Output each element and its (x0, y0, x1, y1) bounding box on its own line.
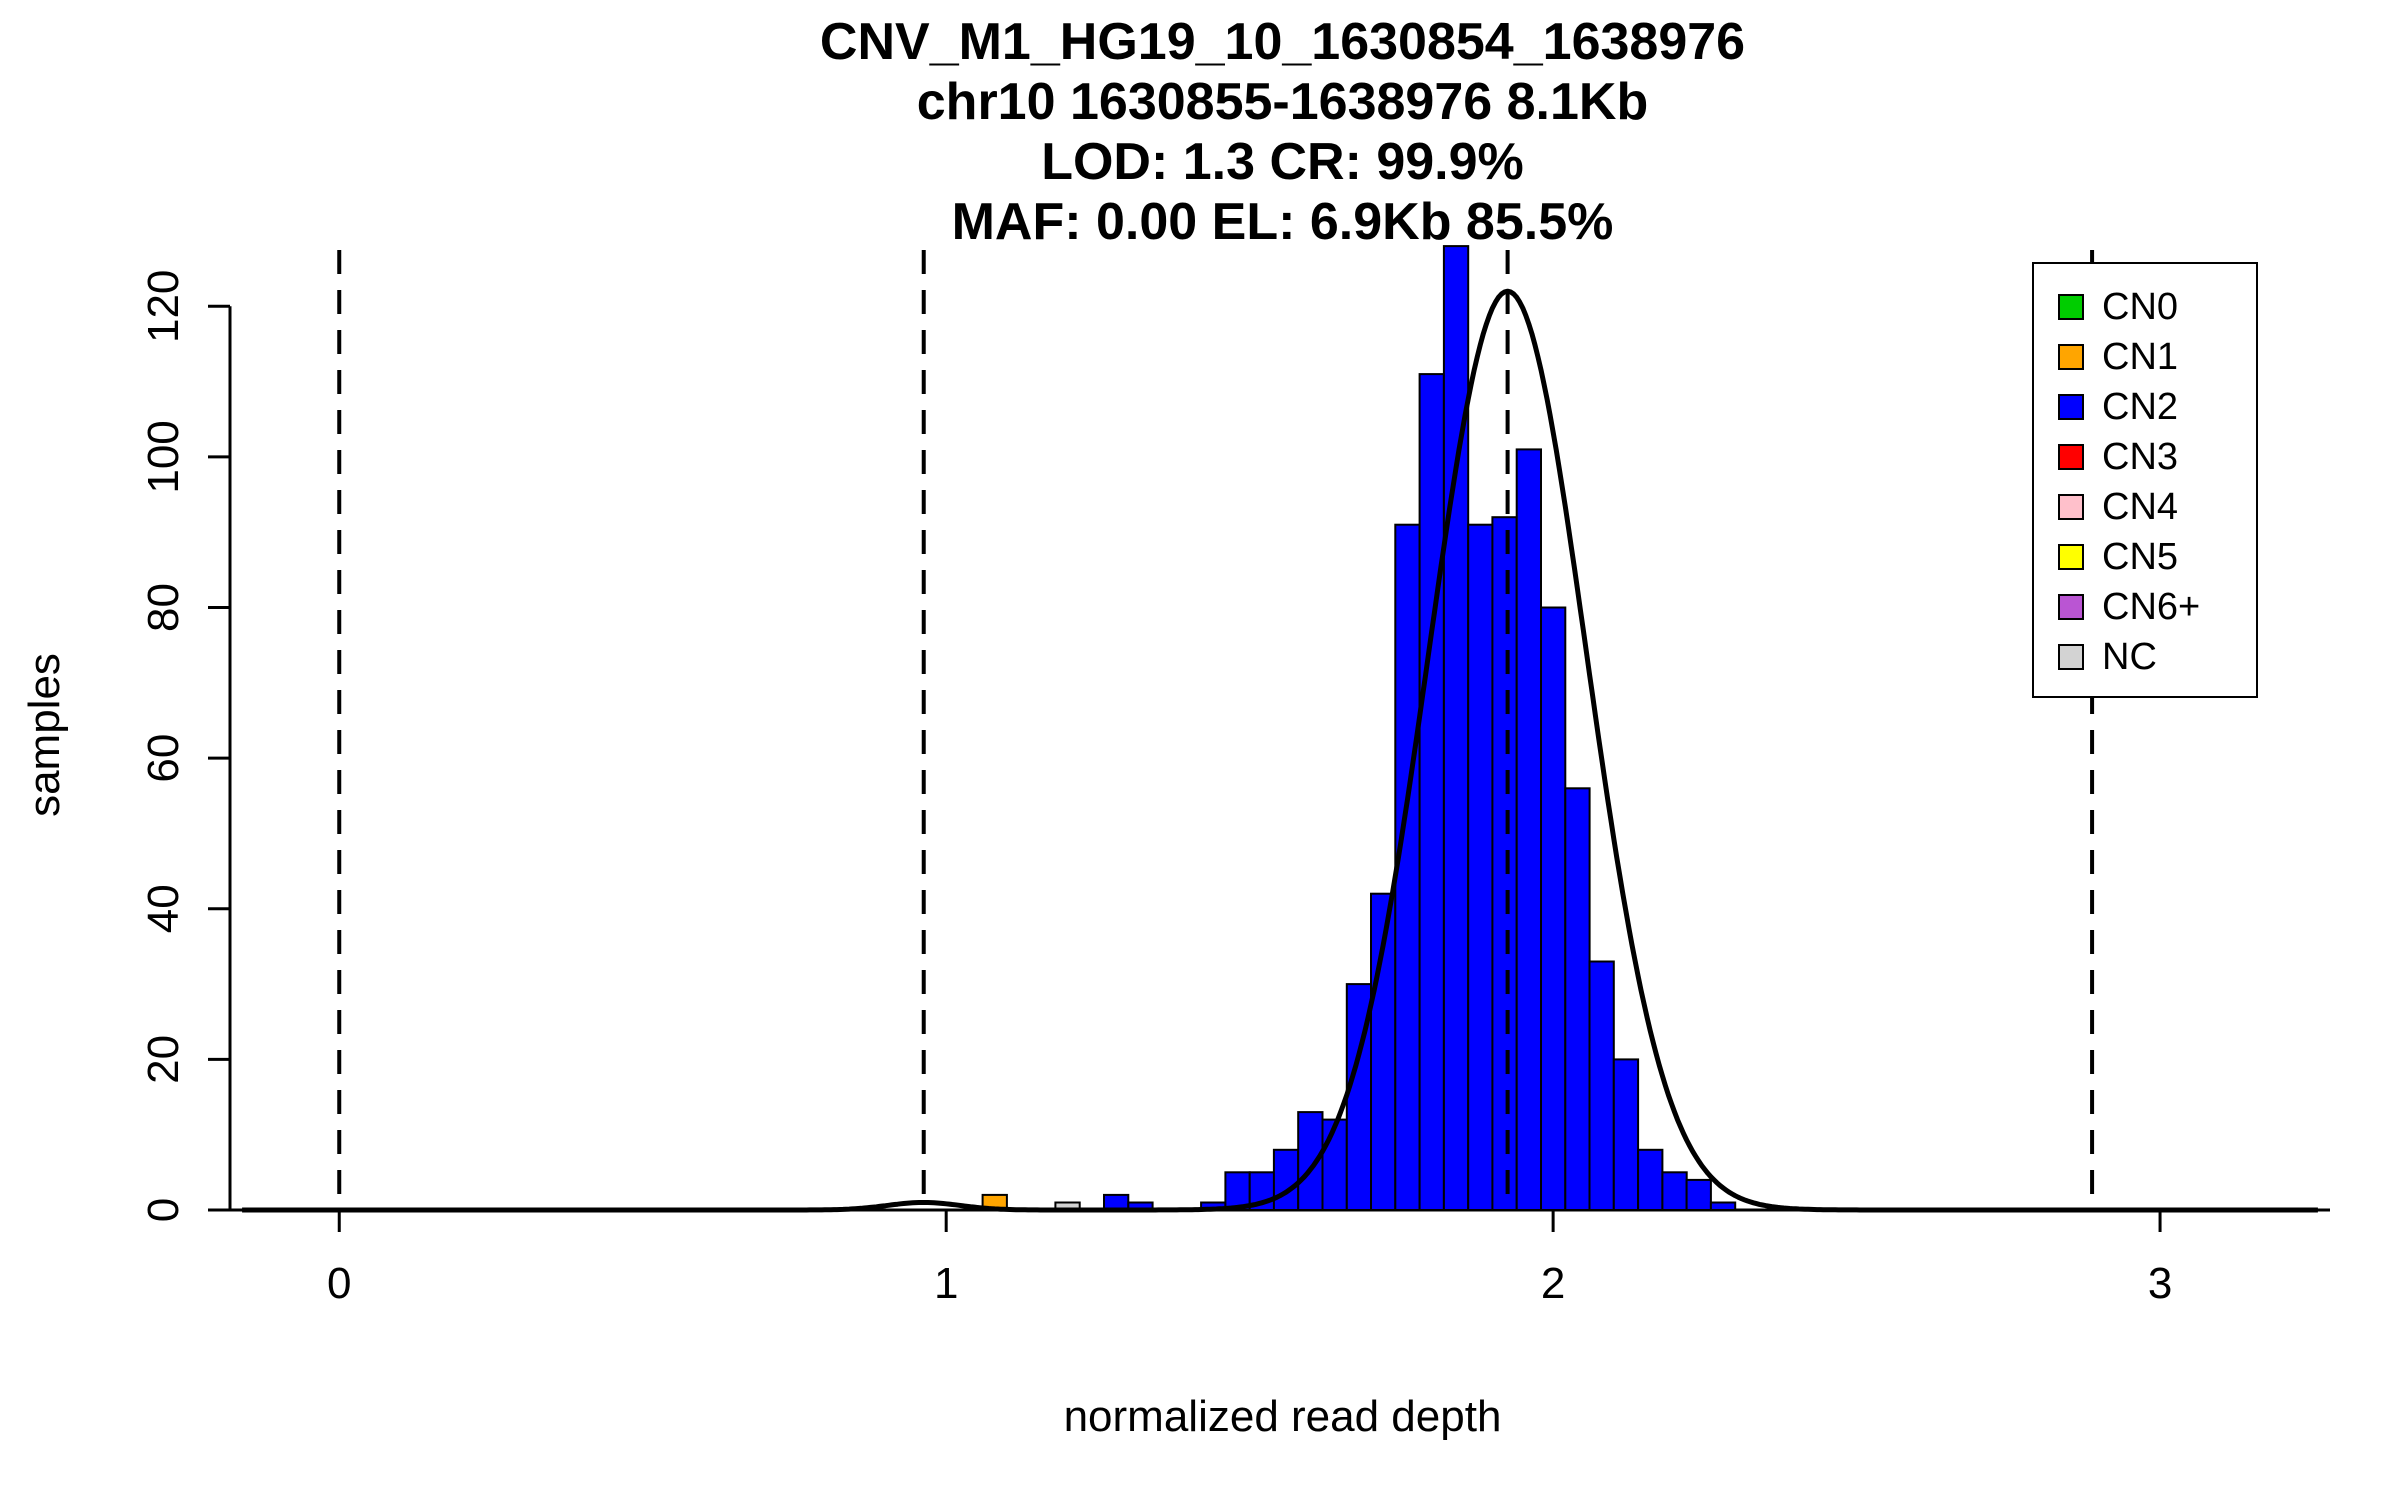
x-axis-label: normalized read depth (1063, 1392, 1502, 1441)
histogram-bar-CN2 (1685, 1178, 1712, 1212)
y-tick-label: 0 (139, 1198, 188, 1222)
y-tick-label: 20 (139, 1035, 188, 1084)
chart-title-line-2: chr10 1630855-1638976 8.1Kb (916, 73, 1649, 131)
legend-item-CN2: CN2 (2058, 382, 2256, 432)
histogram-bar-CN2 (1661, 1171, 1688, 1212)
legend-swatch-CN3 (2058, 444, 2084, 470)
histogram-bar-CN2 (1272, 1148, 1300, 1212)
legend-label: CN0 (2102, 285, 2179, 328)
histogram-bar-CN2 (1418, 373, 1445, 1212)
legend: CN0 CN1 CN2 CN3 CN4 CN5 CN6+ NC (2032, 262, 2258, 698)
histogram-bar-CN2 (1442, 245, 1470, 1212)
legend-item-CN3: CN3 (2058, 432, 2256, 482)
legend-label: CN6+ (2102, 585, 2201, 628)
legend-item-CN4: CN4 (2058, 482, 2256, 532)
x-tick-label: 1 (934, 1259, 958, 1308)
legend-swatch-CN4 (2058, 494, 2084, 520)
legend-label: NC (2102, 635, 2157, 678)
y-axis-label: samples (20, 653, 69, 817)
x-tick-label: 3 (2148, 1259, 2172, 1308)
x-tick-label: 0 (327, 1259, 351, 1308)
legend-item-CN0: CN0 (2058, 282, 2256, 332)
gaussian-fit-curve (242, 288, 2318, 1213)
legend-swatch-CN2 (2058, 394, 2084, 420)
histogram-bar-CN2 (1540, 606, 1567, 1211)
legend-swatch-NC (2058, 644, 2084, 670)
y-tick-label: 80 (139, 583, 188, 632)
legend-label: CN3 (2102, 435, 2179, 478)
histogram-bar-CN2 (1467, 523, 1494, 1211)
legend-swatch-CN6+ (2058, 594, 2084, 620)
histogram-bar-CN2 (1515, 448, 1542, 1211)
chart-title-line-3: LOD: 1.3 CR: 99.9% (1041, 133, 1524, 191)
legend-label: CN2 (2102, 385, 2179, 428)
legend-item-NC: NC (2058, 632, 2256, 682)
y-tick-label: 120 (139, 270, 188, 343)
y-tick-label: 100 (139, 420, 188, 493)
y-tick-label: 60 (139, 734, 188, 783)
legend-item-CN5: CN5 (2058, 532, 2256, 582)
legend-swatch-CN5 (2058, 544, 2084, 570)
chart-title-block: CNV_M1_HG19_10_1630854_1638976 chr10 163… (230, 12, 2335, 252)
legend-label: CN5 (2102, 535, 2179, 578)
histogram-bar-CN2 (1321, 1118, 1348, 1211)
y-tick-label: 40 (139, 884, 188, 933)
histogram-bar-CN2 (1491, 516, 1518, 1211)
histogram-bar-CN2 (1709, 1201, 1737, 1211)
histogram-bar-CN2 (1612, 1058, 1640, 1212)
chart-title-line-1: CNV_M1_HG19_10_1630854_1638976 (819, 13, 1746, 71)
histogram-bar-CN2 (1224, 1171, 1251, 1212)
chart-title-line-4: MAF: 0.00 EL: 6.9Kb 85.5% (951, 193, 1614, 251)
legend-item-CN6+: CN6+ (2058, 582, 2256, 632)
histogram-bar-CN2 (1564, 787, 1591, 1211)
histogram-bar-CN2 (1588, 960, 1615, 1211)
x-tick-label: 2 (1541, 1259, 1565, 1308)
legend-swatch-CN0 (2058, 294, 2084, 320)
histogram-bar-CN2 (1637, 1148, 1664, 1212)
legend-item-CN1: CN1 (2058, 332, 2256, 382)
legend-label: CN4 (2102, 485, 2179, 528)
legend-swatch-CN1 (2058, 344, 2084, 370)
legend-label: CN1 (2102, 335, 2179, 378)
